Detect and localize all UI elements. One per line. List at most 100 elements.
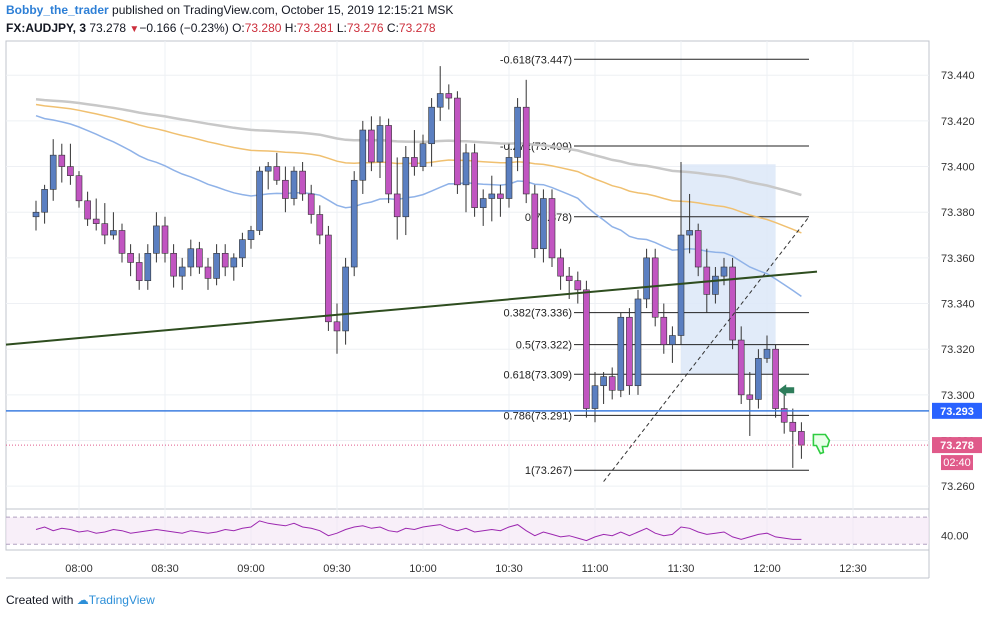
symbol-name: FX:AUDJPY, 3 (6, 21, 87, 35)
fib-level-label: -0.618(73.447) (500, 54, 572, 66)
candle (84, 191, 91, 226)
fib-level-label: 1(73.267) (525, 465, 572, 477)
candle-body (591, 385, 599, 409)
candle (118, 223, 126, 263)
candle-body (729, 266, 736, 341)
candle (264, 161, 272, 190)
x-tick-label: 09:00 (237, 563, 265, 575)
close-value: 73.278 (398, 21, 436, 35)
candle (368, 116, 375, 172)
price-axis[interactable]: 73.440 73.420 73.400 73.380 73.360 73.340 73.3… (932, 70, 982, 543)
candle-body (204, 266, 212, 279)
last-price-badge: 73.278 (940, 440, 974, 452)
candle-body (368, 129, 375, 163)
candle-body (376, 125, 384, 163)
candle-body (712, 275, 719, 295)
candle (772, 344, 779, 418)
candle (600, 372, 607, 404)
ema-gray-line (35, 97, 802, 197)
candle-body (101, 223, 109, 236)
candle-body (342, 266, 349, 332)
candle-body (135, 262, 143, 282)
candle (505, 143, 513, 208)
candle-body (49, 154, 57, 190)
candle (290, 166, 298, 206)
candle-body (522, 106, 530, 195)
candle (144, 244, 152, 290)
candle-body (32, 211, 40, 218)
candle (101, 203, 109, 245)
candle (342, 257, 349, 345)
candle-body (479, 198, 487, 208)
candle (307, 184, 315, 224)
candle-body (402, 157, 410, 218)
candle-body (153, 225, 160, 254)
candle-body (617, 316, 625, 391)
candle (669, 326, 676, 363)
candle (411, 130, 418, 176)
open-value: 73.280 (244, 21, 282, 35)
candle (316, 205, 324, 245)
candle-body (660, 316, 668, 345)
candle-body (161, 225, 169, 254)
candle (359, 120, 367, 194)
candle-body (92, 218, 100, 224)
candle-body (41, 189, 48, 213)
candle-body (411, 157, 418, 167)
candle (591, 372, 599, 423)
candle-body (273, 166, 281, 181)
candle (471, 143, 478, 217)
candle (660, 303, 668, 354)
candle-body (247, 230, 255, 240)
candle (737, 326, 745, 404)
candle-body (548, 198, 556, 259)
fib-level-label: 0.382(73.336) (504, 308, 573, 320)
fib-level-label: 0.786(73.291) (504, 410, 573, 422)
x-tick-label: 12:00 (753, 563, 781, 575)
trend-line (5, 270, 818, 346)
candle-body (393, 193, 401, 218)
candle (531, 184, 539, 258)
candle (436, 66, 444, 121)
candle (763, 335, 771, 363)
candle (780, 390, 788, 434)
candle (178, 257, 186, 290)
candle (428, 98, 435, 167)
candle (789, 408, 797, 468)
candle-body (669, 335, 676, 345)
candle-body (651, 257, 659, 318)
candle (419, 134, 427, 172)
author-name[interactable]: Bobby_the_trader (6, 3, 109, 17)
countdown-label: 02:40 (943, 457, 971, 469)
time-axis[interactable]: 08:00 08:30 09:00 09:30 10:00 10:30 11:00 11:30… (65, 563, 867, 575)
candle (583, 280, 590, 418)
symbol-info: FX:AUDJPY, 3 73.278 ▼−0.166 (−0.23%) O:7… (6, 21, 436, 35)
candle (454, 91, 461, 194)
candle (299, 161, 306, 201)
candle-body (763, 348, 771, 359)
candle-body (75, 175, 83, 202)
candle-body (531, 193, 539, 250)
candle (333, 303, 341, 354)
candle (557, 248, 564, 290)
candle-body (230, 257, 238, 268)
candle (273, 152, 281, 185)
candle-body (325, 234, 332, 323)
ema-blue-line (35, 114, 802, 298)
rsi-tick-label: 40.00 (941, 531, 969, 543)
y-tick-label: 73.420 (941, 116, 975, 128)
candle (187, 239, 195, 277)
candle (376, 116, 384, 178)
candle (694, 223, 702, 277)
y-tick-label: 73.400 (941, 162, 975, 174)
candle (488, 175, 496, 222)
last-price-value: 73.278 (89, 21, 127, 35)
low-label: L: (336, 21, 347, 35)
candle-body (746, 394, 754, 400)
candle (32, 200, 40, 231)
tradingview-brand[interactable]: TradingView (88, 593, 155, 607)
candle-body (239, 239, 246, 259)
candle (204, 257, 212, 290)
candle-body (170, 253, 177, 277)
